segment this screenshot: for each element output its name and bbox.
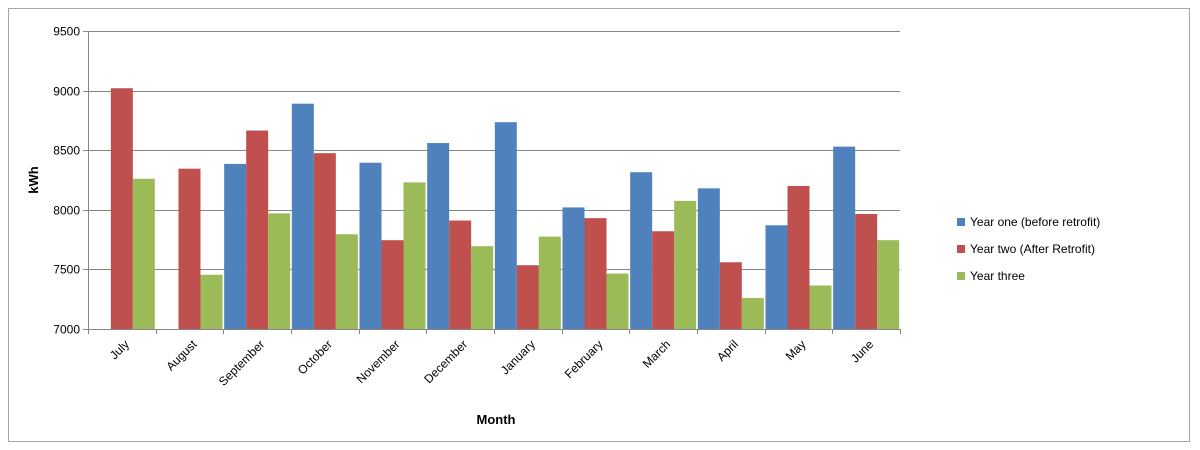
bar-february-series-3	[606, 273, 629, 329]
bar-october-series-2	[313, 153, 336, 329]
y-axis-title: kWh	[26, 166, 41, 194]
x-tick-label: April	[714, 337, 741, 364]
x-tick-label: May	[783, 337, 809, 363]
bar-april-series-1	[697, 188, 720, 329]
bar-june-series-1	[833, 146, 856, 329]
bar-july-series-3	[132, 178, 155, 329]
bar-october-series-1	[291, 103, 314, 329]
bar-february-series-2	[584, 218, 607, 329]
bar-june-series-2	[855, 213, 878, 329]
bar-may-series-3	[809, 285, 832, 329]
x-tick-label: August	[163, 337, 200, 374]
x-tick-labels: July August September October November Decemb…	[107, 337, 877, 389]
bar-september-series-2	[246, 130, 269, 329]
x-axis-title: Month	[477, 412, 516, 427]
x-tick-label: July	[107, 337, 132, 362]
bar-january-series-2	[516, 265, 539, 329]
y-tick-label: 9500	[53, 25, 80, 39]
axes	[88, 31, 901, 334]
y-tick-label: 7000	[53, 323, 80, 337]
x-tick-label: December	[421, 337, 470, 386]
bar-october-series-3	[335, 234, 358, 329]
bar-january-series-3	[538, 236, 561, 329]
legend-label: Year three	[970, 269, 1025, 283]
y-tick-labels: 7000 7500 8000 8500 9000 9500	[53, 25, 80, 337]
bar-november-series-2	[381, 240, 404, 329]
x-tick-label: January	[498, 337, 538, 377]
bar-december-series-2	[449, 220, 472, 329]
legend-swatch	[957, 245, 965, 253]
gridlines	[83, 31, 900, 330]
bar-january-series-1	[494, 122, 517, 329]
bar-november-series-1	[359, 162, 382, 329]
y-tick-label: 8500	[53, 144, 80, 158]
bar-august-series-3	[200, 274, 223, 329]
y-tick-label: 9000	[53, 85, 80, 99]
x-tick-label: June	[848, 337, 877, 366]
bar-december-series-3	[471, 246, 494, 329]
bar-june-series-3	[877, 240, 900, 329]
bar-september-series-3	[268, 213, 291, 329]
bar-march-series-3	[674, 200, 697, 329]
bar-march-series-2	[652, 231, 675, 329]
x-tick-label: November	[354, 337, 403, 386]
bar-may-series-1	[765, 225, 788, 329]
legend-swatch	[957, 218, 965, 226]
x-tick-label: September	[216, 337, 267, 388]
bar-april-series-3	[741, 298, 764, 329]
x-tick-label: October	[295, 337, 335, 377]
bars	[110, 88, 900, 329]
x-tick-label: February	[562, 337, 606, 381]
bar-april-series-2	[719, 262, 742, 329]
bar-july-series-2	[110, 88, 133, 329]
legend-swatch	[957, 272, 965, 280]
legend-label: Year two (After Retrofit)	[970, 242, 1095, 256]
y-tick-label: 7500	[53, 263, 80, 277]
legend: Year one (before retrofit) Year two (Afte…	[957, 215, 1100, 283]
bar-march-series-1	[630, 172, 653, 329]
bar-february-series-1	[562, 207, 585, 329]
y-tick-label: 8000	[53, 204, 80, 218]
x-tick-label: March	[640, 337, 673, 370]
legend-label: Year one (before retrofit)	[970, 215, 1100, 229]
bar-december-series-1	[427, 143, 450, 329]
bar-september-series-1	[224, 163, 247, 329]
bar-may-series-2	[787, 185, 810, 329]
bar-august-series-2	[178, 168, 201, 329]
bar-november-series-3	[403, 182, 426, 329]
